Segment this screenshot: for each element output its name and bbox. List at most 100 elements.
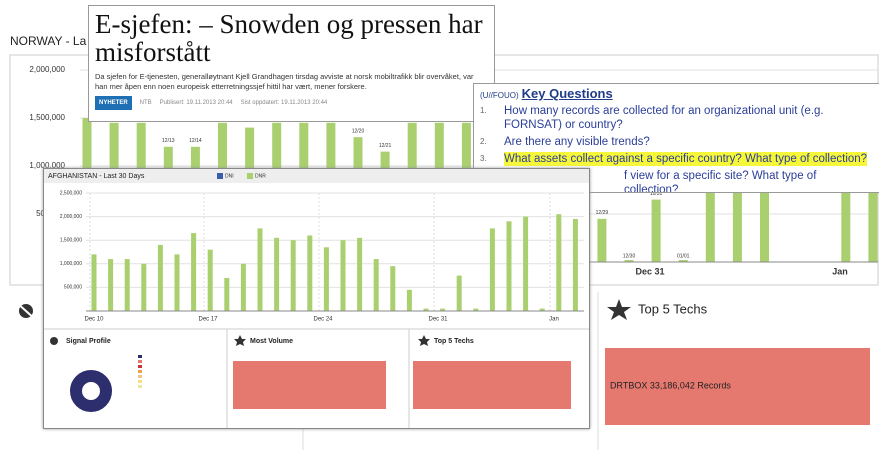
y-tick-label: 2,000,000 [60,214,82,220]
kq-heading: (U//FOUO) Key Questions [480,86,873,101]
bar [539,308,545,311]
bar [597,218,607,262]
kq-item: f view for a specific site? What type of… [600,169,873,193]
kq-text: What assets collect against a specific c… [504,152,868,166]
bar [678,260,688,262]
bar [506,221,512,311]
article-meta: NYHETER NTB Publisert: 19.11.2013 20:44 … [95,96,488,110]
bar [257,228,263,311]
bar [340,240,346,311]
legend-swatch [217,173,223,179]
article-source: NTB [139,100,152,106]
tech-box [413,361,571,409]
bar-date-label: 12/31 [650,191,663,197]
kq-text: Are there any visible trends? [504,136,650,148]
legend-label: DNI [225,173,234,179]
kq-item: 3. What assets collect against a specific… [480,152,873,166]
satellite-icon [15,301,37,321]
bar [141,263,147,311]
kq-number: 3. [480,154,487,163]
bar [556,214,562,311]
bar [91,254,97,311]
satellite-icon [50,337,58,345]
article-updated: Sist oppdatert: 19.11.2013 20:44 [240,100,328,106]
section-title: Most Volume [250,338,293,345]
y-tick-label: 1,000,000 [29,161,65,170]
bar-date-label: 12/20 [352,129,365,135]
bar [307,235,313,311]
y-tick-label: 2,000,000 [29,65,65,74]
article-tag: NYHETER [95,96,132,110]
chart-title: NORWAY - La [10,34,87,48]
title-bar [44,169,589,183]
bar-date-label: 12/13 [162,138,175,144]
bar [157,244,163,311]
y-tick-label: 1,500,000 [29,113,65,122]
bar [224,277,230,311]
bar [489,228,495,311]
signal-legend [138,355,142,388]
y-tick-label: 2,500,000 [60,190,82,196]
bar [523,216,529,311]
star-icon [607,299,631,320]
kq-number: 2. [480,137,487,146]
kq-item: 2. Are there any visible trends? [480,135,873,149]
bar [572,218,578,311]
donut [70,370,112,412]
bar-date-label: 12/30 [623,253,636,259]
bar [290,240,296,311]
x-tick-label: Dec 31 [635,266,664,276]
bar [651,199,661,262]
bar [440,308,446,311]
bar [406,289,412,311]
section-title: Top 5 Techs [638,301,708,316]
x-tick-label: Dec 17 [198,317,218,323]
bar [191,233,197,311]
star-icon [418,335,430,346]
bar [357,237,363,311]
article-published: Publisert: 19.11.2013 20:44 [159,100,233,106]
kq-number [600,169,624,192]
section-title: Top 5 Techs [434,338,474,345]
kq-marking: (U//FOUO) [480,91,519,100]
bar [423,308,429,311]
bar [207,249,213,311]
kq-text: f view for a specific site? What type of… [624,170,817,193]
x-tick-label: Jan [832,266,848,276]
y-tick-label: 1,500,000 [60,238,82,244]
bar [323,247,329,311]
article-body: Da sjefen for E-tjenesten, generalløytna… [95,72,474,91]
key-questions: (U//FOUO) Key Questions 1. How many record… [473,83,879,193]
legend-label: DNR [255,173,266,179]
y-tick-label: 500,000 [64,285,82,291]
legend-swatch [247,173,253,179]
chart-title: AFGHANISTAN - Last 30 Days [48,173,145,180]
kq-text: How many records are collected for an or… [504,105,824,131]
bar [624,260,634,262]
bar [274,237,280,311]
tech-label: DRTBOX 33,186,042 Records [610,380,731,390]
bar [124,259,130,311]
afghanistan-chart: AFGHANISTAN - Last 30 Days DNI DNR Signa… [44,169,589,428]
tech-box [605,348,870,425]
bar-date-label: 01/01 [677,253,690,259]
afghanistan-view: AFGHANISTAN - Last 30 Days DNI DNR Signa… [43,168,590,429]
section-title: Signal Profile [66,338,111,345]
bar-date-label: 12/14 [189,138,202,144]
bar-date-label: 12/29 [596,210,609,216]
bar [390,266,396,311]
bar [373,259,379,311]
volume-box [233,361,386,409]
star-icon [234,335,246,346]
kq-item: 1. How many records are collected for an … [480,104,873,132]
kq-title: Key Questions [521,86,613,101]
bar [174,254,180,311]
y-tick-label: 1,000,000 [60,261,82,267]
bar-date-label: 12/21 [379,143,392,149]
article-title: E-sjefen: – Snowden og pressen har misfo… [95,9,483,67]
x-tick-label: Dec 10 [84,317,104,323]
bar [456,275,462,311]
bar [473,308,479,311]
x-tick-label: Jan [549,317,559,323]
